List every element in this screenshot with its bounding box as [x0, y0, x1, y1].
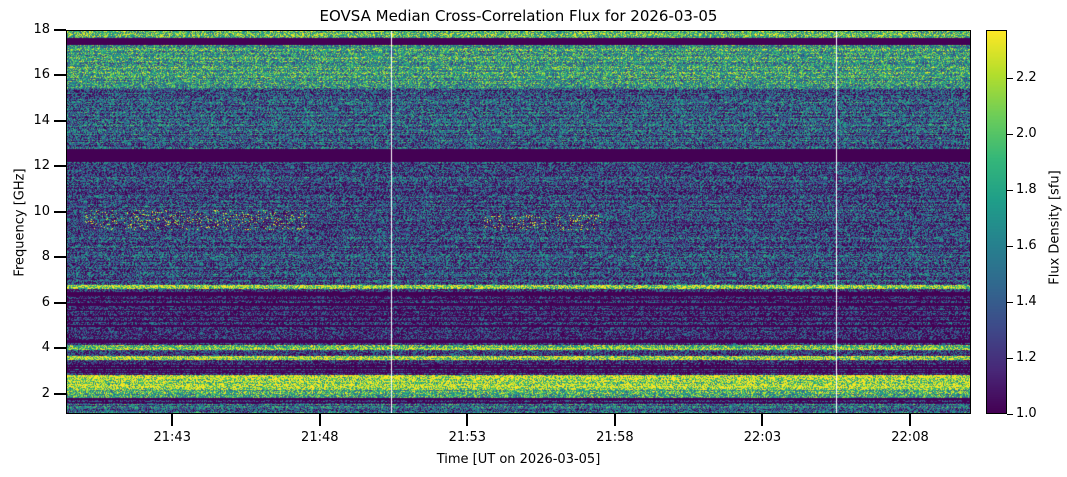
- y-tick-label: 18: [33, 22, 50, 37]
- x-tick: [171, 414, 174, 426]
- colorbar-tick: [1007, 77, 1013, 79]
- x-tick-label: 22:03: [743, 430, 782, 445]
- y-tick-label: 12: [33, 158, 50, 174]
- x-tick-label: 22:08: [891, 430, 929, 445]
- x-tick: [613, 414, 616, 426]
- y-axis-label: Frequency [GHz]: [12, 168, 28, 277]
- colorbar-tick-label: 1.2: [1016, 349, 1037, 365]
- colorbar-label: Flux Density [sfu]: [1047, 170, 1063, 285]
- colorbar-tick-label: 2.0: [1016, 125, 1037, 141]
- x-tick-label: 21:43: [153, 430, 191, 445]
- x-tick: [909, 414, 911, 426]
- y-tick: [54, 29, 66, 31]
- colorbar-tick-label: 2.2: [1016, 69, 1037, 85]
- y-tick: [54, 74, 66, 77]
- x-tick-label: 21:48: [301, 430, 339, 445]
- x-axis-label: Time [UT on 2026-03-05]: [436, 452, 601, 467]
- x-tick-label: 21:53: [448, 430, 487, 445]
- colorbar-tick: [1007, 301, 1013, 303]
- colorbar: [986, 30, 1007, 414]
- y-tick: [54, 119, 66, 122]
- y-tick: [54, 165, 66, 168]
- y-tick-label: 8: [41, 249, 50, 265]
- colorbar-tick-label: 1.4: [1016, 293, 1037, 309]
- y-tick-label: 16: [33, 67, 50, 83]
- y-tick-label: 14: [33, 112, 50, 128]
- colorbar-tick: [1007, 357, 1013, 359]
- y-tick: [54, 210, 66, 213]
- x-tick: [761, 414, 764, 426]
- colorbar-tick: [1007, 133, 1013, 135]
- colorbar-tick: [1007, 189, 1013, 191]
- chart-title: EOVSA Median Cross-Correlation Flux for …: [319, 7, 718, 25]
- plot-frame: [66, 30, 971, 414]
- y-tick-label: 4: [41, 340, 50, 356]
- colorbar-tick-label: 1.6: [1016, 237, 1037, 253]
- y-tick: [54, 256, 66, 259]
- y-tick: [54, 301, 66, 304]
- colorbar-tick-label: 1.0: [1016, 406, 1037, 421]
- y-tick: [54, 392, 66, 395]
- y-tick-label: 10: [33, 203, 50, 219]
- colorbar-tick: [1007, 245, 1013, 247]
- x-tick-label: 21:58: [596, 430, 634, 445]
- x-tick: [318, 414, 321, 426]
- colorbar-tick-label: 1.8: [1016, 181, 1037, 197]
- spectrogram-heatmap: [67, 31, 970, 413]
- colorbar-tick: [1007, 414, 1013, 415]
- y-tick-label: 2: [41, 385, 50, 401]
- y-tick: [54, 347, 66, 350]
- y-tick-label: 6: [41, 294, 50, 310]
- x-tick: [466, 414, 469, 426]
